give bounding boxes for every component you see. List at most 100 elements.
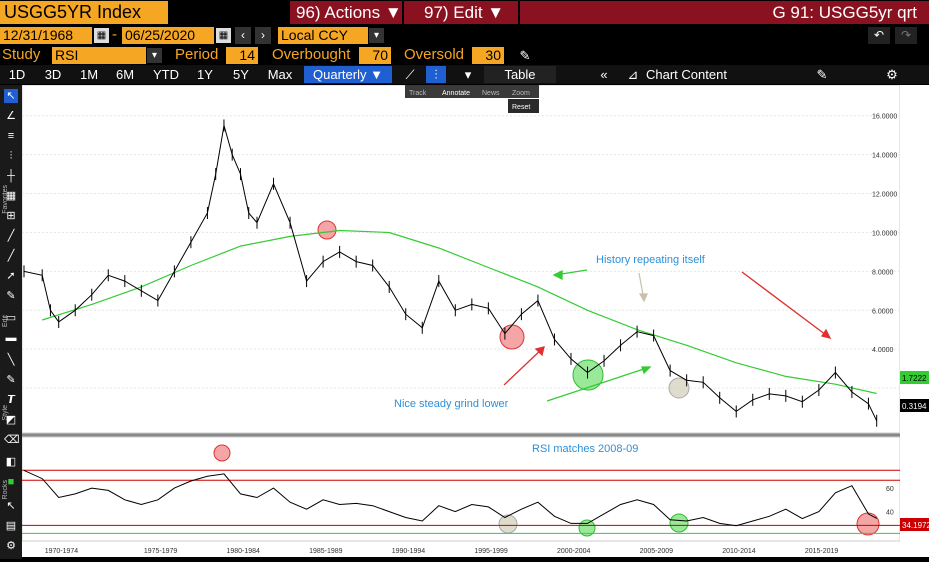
annotation-arrows-gray	[638, 272, 648, 303]
tab-6m[interactable]: 6M	[115, 67, 135, 82]
tab-1m[interactable]: 1M	[79, 67, 99, 82]
reset-button[interactable]: Reset	[512, 104, 530, 111]
arrow-head	[820, 328, 832, 339]
tab-1d[interactable]: 1D	[8, 67, 26, 82]
last-value-badge	[900, 399, 929, 412]
style-tab[interactable]: Style	[2, 405, 9, 421]
function-title: G 91: USGG5yr qrt	[520, 1, 929, 24]
x-tick-label: 2010-2014	[722, 548, 756, 555]
edit-tab[interactable]: Edit	[2, 315, 9, 328]
highlight-circle	[856, 512, 880, 536]
eraser-icon[interactable]: ⌫	[4, 434, 20, 446]
edit-chart-icon[interactable]: ✎	[816, 67, 828, 82]
date-range-bar: 12/31/1968 ▦ - 06/25/2020 ▦ ‹ › Local CC…	[0, 25, 929, 45]
actions-menu-button[interactable]: 96) Actions ▼	[290, 1, 402, 24]
pen-icon[interactable]: ✎	[6, 374, 16, 386]
rsi-y-tick-label: 60	[886, 486, 894, 493]
rsi-y-axis-labels: 60 40	[886, 486, 894, 517]
highlight-circle	[578, 519, 596, 537]
ma-value-badge	[900, 371, 929, 384]
ticker-field[interactable]: USGG5YR Index	[0, 1, 168, 24]
rsi-panel	[21, 436, 901, 542]
drawing-tools-sidebar: ↖ ∠ ≡ ⫶ ┼ ▦ ⊞ ╱ ╱ ➚ ✎ ▭ ▬ ╲ ✎ 𝙏 ◩ ⌫ ◧ ■ …	[0, 85, 22, 559]
rectangle-icon[interactable]: ▬	[5, 332, 17, 344]
x-tick-label: 1980-1984	[226, 548, 260, 555]
table-button[interactable]: Table	[484, 66, 556, 83]
arrow-tool-icon[interactable]: ➚	[6, 270, 16, 282]
frequency-select[interactable]: Quarterly ▼	[304, 66, 392, 83]
bar-tool-icon[interactable]: ⫶	[9, 150, 13, 162]
start-date-field[interactable]: 12/31/1968	[0, 27, 92, 44]
title-bar: USGG5YR Index 96) Actions ▼ 97) Edit ▼ G…	[0, 0, 929, 25]
pen-icon[interactable]: ✎	[6, 290, 16, 302]
pointer-icon[interactable]: ↖	[4, 89, 18, 103]
draw-line-icon[interactable]: ╱	[7, 250, 15, 262]
text-tool-icon[interactable]: ≡	[7, 130, 15, 142]
right-axis: 1.7222 0.3194 34.1972	[900, 85, 929, 557]
zoom-button[interactable]: Zoom	[512, 90, 530, 97]
oversold-input[interactable]: 30	[472, 47, 504, 64]
rocks-tab[interactable]: Rocks	[2, 480, 9, 500]
undo-icon[interactable]: ↶	[868, 27, 890, 44]
annotate-button[interactable]: Annotate	[442, 90, 470, 97]
y-tick-label: 8.0000	[872, 269, 894, 276]
chevron-down-icon[interactable]: ▾	[464, 67, 472, 82]
chart-panel[interactable]: History repeating itself Nice steady gri…	[21, 84, 901, 557]
chevron-down-icon[interactable]: ▾	[369, 28, 384, 43]
tab-ytd[interactable]: YTD	[153, 67, 179, 82]
study-select[interactable]: RSI	[52, 47, 146, 64]
edit-menu-button[interactable]: 97) Edit ▼	[404, 1, 518, 24]
track-button[interactable]: Track	[409, 90, 427, 97]
crosshair-icon[interactable]: ┼	[7, 170, 15, 182]
y-tick-label: 10.0000	[872, 230, 897, 237]
tab-max[interactable]: Max	[267, 67, 293, 82]
chevron-down-icon[interactable]: ▾	[147, 48, 162, 63]
draw-line-icon[interactable]: ╲	[7, 354, 15, 366]
arrow-head	[641, 366, 652, 375]
calendar-icon[interactable]: ▦	[94, 28, 109, 43]
pen-icon[interactable]: ∠	[6, 110, 16, 122]
text-tool-icon[interactable]: 𝙏	[7, 394, 15, 406]
highlight-circle	[213, 444, 231, 462]
bar-chart-icon[interactable]: ⫶	[426, 66, 446, 83]
period-input[interactable]: 14	[226, 47, 258, 64]
grid-icon[interactable]: ▤	[5, 520, 17, 532]
collapse-icon[interactable]: «	[600, 67, 608, 82]
chart-content-button[interactable]: Chart Content	[646, 67, 727, 82]
currency-select[interactable]: Local CCY	[278, 27, 368, 44]
favorites-tab[interactable]: Favorites	[2, 185, 9, 214]
overbought-input[interactable]: 70	[359, 47, 391, 64]
pointer-icon[interactable]: ↖	[6, 500, 16, 512]
gear-icon[interactable]: ⚙	[6, 540, 16, 552]
grid-icon[interactable]: ▦	[5, 190, 17, 202]
draw-line-icon[interactable]: ╱	[7, 230, 15, 242]
tab-3d[interactable]: 3D	[44, 67, 62, 82]
reset-button-bg[interactable]	[508, 99, 539, 113]
chart-toolbar: 1D 3D 1M 6M YTD 1Y 5Y Max Quarterly ▼ ⟋ …	[0, 65, 929, 84]
back-arrow-icon[interactable]: ‹	[235, 27, 251, 44]
y-tick-label: 12.0000	[872, 192, 897, 199]
calendar-icon[interactable]: ▦	[216, 28, 231, 43]
tab-1y[interactable]: 1Y	[197, 67, 213, 82]
gear-icon[interactable]: ⚙	[886, 67, 898, 82]
chart-content-icon[interactable]: ⊿	[627, 67, 639, 82]
palette-icon[interactable]: ◧	[5, 456, 17, 468]
pencil-icon[interactable]: ✎	[519, 48, 531, 63]
ruler-icon[interactable]: ⊞	[6, 210, 16, 222]
rsi-value-badge	[900, 518, 929, 531]
rectangle-icon[interactable]: ▭	[5, 312, 17, 324]
forward-arrow-icon[interactable]: ›	[255, 27, 271, 44]
color-swatch-icon[interactable]: ■	[7, 476, 15, 488]
y-tick-label: 4.0000	[872, 347, 894, 354]
line-chart-icon[interactable]: ⟋	[405, 67, 415, 82]
fill-icon[interactable]: ◩	[5, 414, 17, 426]
news-button[interactable]: News	[482, 90, 500, 97]
period-label: Period	[175, 46, 219, 63]
end-date-field[interactable]: 06/25/2020	[122, 27, 214, 44]
tab-5y[interactable]: 5Y	[233, 67, 249, 82]
study-label: Study	[2, 46, 41, 63]
rsi-y-tick-label: 40	[886, 510, 894, 517]
arrow	[546, 366, 651, 402]
oversold-label: Oversold	[404, 46, 465, 63]
redo-icon[interactable]: ↷	[895, 27, 917, 44]
